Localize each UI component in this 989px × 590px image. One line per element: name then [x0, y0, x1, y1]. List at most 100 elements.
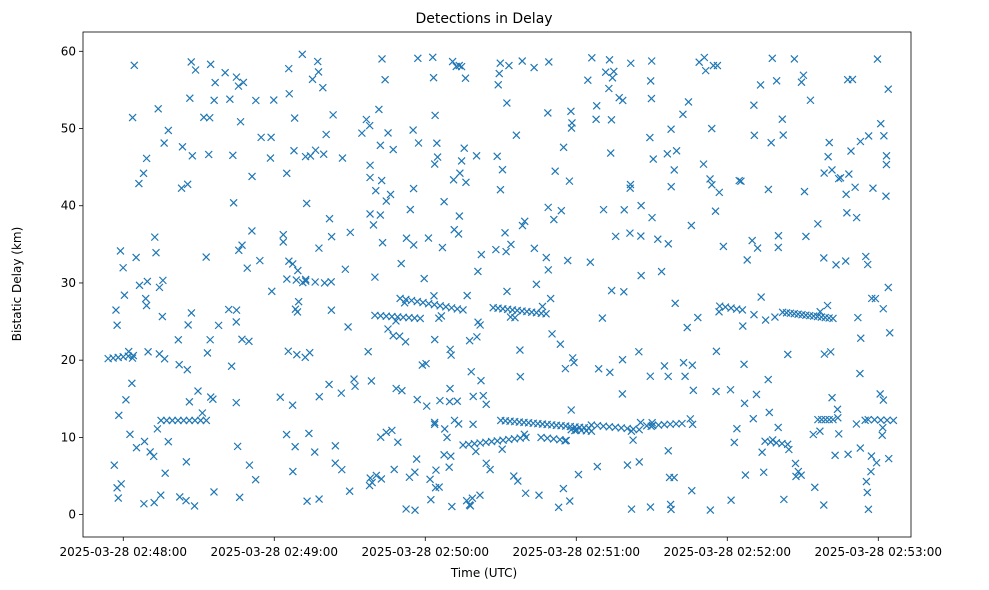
- data-point: [556, 340, 565, 349]
- data-point: [618, 390, 627, 398]
- data-point: [311, 278, 320, 286]
- data-point: [815, 427, 824, 436]
- data-point: [284, 347, 293, 356]
- data-point: [740, 399, 749, 408]
- data-point: [749, 414, 758, 423]
- data-point: [414, 139, 423, 147]
- x-tick-label: 2025-03-28 02:53:00: [815, 545, 942, 559]
- data-point: [185, 397, 194, 406]
- data-point: [664, 239, 673, 248]
- y-tick-label: 10: [61, 430, 76, 444]
- data-point: [678, 419, 686, 428]
- data-point: [594, 364, 603, 373]
- data-point: [150, 498, 159, 507]
- data-point: [238, 241, 246, 250]
- data-point: [471, 447, 480, 456]
- data-point: [120, 291, 129, 300]
- data-point: [298, 50, 307, 59]
- data-point: [225, 95, 234, 104]
- data-point: [861, 416, 870, 425]
- data-point: [821, 415, 830, 424]
- data-point: [311, 146, 320, 155]
- data-point: [450, 225, 459, 234]
- data-point: [196, 416, 205, 425]
- data-point: [282, 275, 291, 284]
- data-point: [288, 260, 297, 268]
- data-point: [117, 479, 126, 488]
- data-point: [143, 277, 152, 286]
- data-point: [493, 152, 502, 161]
- data-point: [829, 314, 837, 323]
- data-point: [155, 350, 164, 358]
- data-point: [164, 126, 173, 135]
- data-point: [856, 444, 865, 452]
- data-point: [557, 206, 566, 215]
- data-point: [713, 61, 722, 70]
- data-point: [266, 154, 275, 162]
- y-tick-label: 20: [61, 353, 76, 367]
- data-point: [719, 242, 728, 251]
- data-point: [314, 68, 323, 76]
- data-point: [515, 346, 524, 355]
- data-point: [238, 335, 246, 344]
- data-point: [210, 488, 218, 496]
- data-point: [768, 54, 777, 63]
- data-point: [688, 361, 697, 370]
- data-point: [506, 240, 515, 249]
- chart-title: Detections in Delay: [415, 11, 552, 27]
- data-point: [879, 396, 888, 405]
- data-point: [592, 101, 601, 110]
- data-point: [627, 505, 636, 514]
- data-point: [504, 61, 513, 70]
- data-point: [824, 152, 833, 161]
- data-point: [853, 313, 862, 322]
- data-point: [292, 350, 301, 359]
- data-point: [436, 396, 444, 405]
- data-point: [559, 484, 568, 493]
- data-point: [570, 426, 579, 435]
- data-point: [368, 478, 377, 487]
- y-axis-label: Bistatic Delay (km): [10, 227, 24, 342]
- data-point: [139, 169, 148, 178]
- data-point: [463, 291, 472, 300]
- data-point: [883, 416, 892, 425]
- data-point: [828, 393, 836, 402]
- data-point: [831, 451, 840, 460]
- data-point: [867, 467, 875, 476]
- data-point: [623, 461, 632, 470]
- data-point: [431, 111, 440, 120]
- data-point: [449, 175, 458, 184]
- data-point: [748, 236, 757, 245]
- data-point: [679, 110, 687, 119]
- data-point: [800, 187, 809, 196]
- data-point: [153, 424, 162, 433]
- data-point: [450, 416, 459, 425]
- data-point: [378, 238, 387, 247]
- data-point: [121, 395, 130, 404]
- data-point: [844, 450, 853, 459]
- data-point: [701, 66, 710, 75]
- data-point: [139, 499, 148, 508]
- data-point: [681, 372, 690, 381]
- data-point: [411, 506, 419, 515]
- x-tick-label: 2025-03-28 02:50:00: [362, 545, 489, 559]
- data-point: [759, 468, 768, 477]
- data-point: [152, 248, 160, 257]
- data-point: [459, 306, 467, 314]
- data-point: [203, 349, 212, 357]
- data-point: [119, 263, 128, 272]
- data-point: [806, 96, 815, 105]
- data-point: [695, 58, 704, 67]
- data-point: [878, 431, 887, 440]
- data-point: [366, 161, 374, 170]
- data-point: [856, 369, 864, 378]
- data-point: [826, 347, 835, 356]
- data-point: [426, 495, 435, 504]
- data-point: [282, 430, 291, 439]
- data-point: [646, 503, 655, 511]
- data-point: [825, 415, 834, 424]
- data-point: [833, 413, 842, 422]
- data-point: [604, 84, 613, 93]
- data-point: [636, 418, 645, 427]
